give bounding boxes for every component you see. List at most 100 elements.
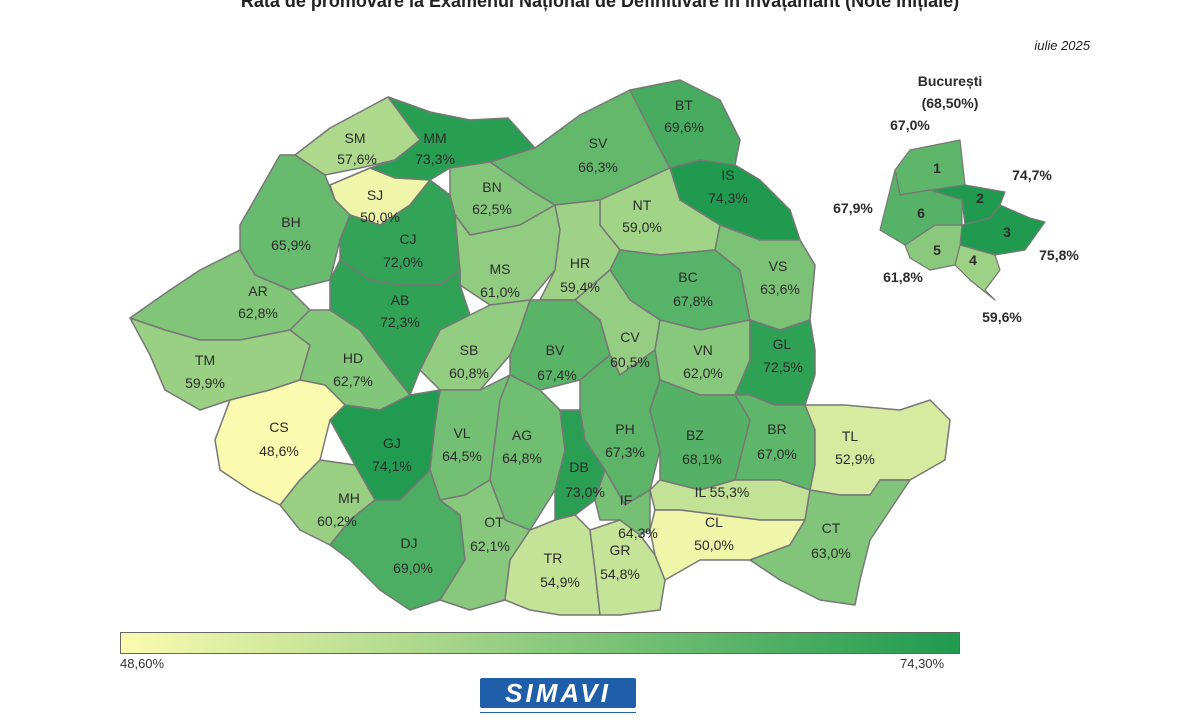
county-value-br: 67,0% <box>757 446 797 462</box>
county-code-vn: VN <box>693 342 712 358</box>
county-value-tl: 52,9% <box>835 451 875 467</box>
county-value-if: 64,3% <box>618 525 658 541</box>
county-code-ct: CT <box>822 520 841 536</box>
county-code-ph: PH <box>615 421 634 437</box>
county-code-sj: SJ <box>367 187 383 203</box>
county-value-cv: 60,5% <box>610 354 650 370</box>
county-value-vs: 63,6% <box>760 281 800 297</box>
county-code-gr: GR <box>610 542 631 558</box>
county-value-cl: 50,0% <box>694 537 734 553</box>
bucharest-title: București <box>918 73 983 89</box>
sector-number-5: 5 <box>933 242 941 258</box>
county-value-bz: 68,1% <box>682 451 722 467</box>
bucharest-sector-4 <box>954 244 1001 301</box>
simavi-logo: SIMAVI <box>480 678 636 708</box>
county-value-dj: 69,0% <box>393 560 433 576</box>
sector-value-1: 67,0% <box>890 117 930 133</box>
county-value-sm: 57,6% <box>337 151 377 167</box>
county-code-tl: TL <box>842 428 859 444</box>
county-value-sj: 50,0% <box>360 209 400 225</box>
county-code-sb: SB <box>460 342 479 358</box>
county-value-sv: 66,3% <box>578 159 618 175</box>
county-code-bt: BT <box>675 97 693 113</box>
county-value-bn: 62,5% <box>472 201 512 217</box>
county-code-bn: BN <box>482 179 501 195</box>
county-code-is: IS <box>721 167 734 183</box>
county-value-bh: 65,9% <box>271 237 311 253</box>
county-value-hd: 62,7% <box>333 373 373 389</box>
sector-number-3: 3 <box>1003 224 1011 240</box>
map-title: Rata de promovare la Examenul Național d… <box>240 0 960 11</box>
county-db <box>554 409 606 521</box>
county-value-tm: 59,9% <box>185 375 225 391</box>
county-value-gr: 54,8% <box>600 566 640 582</box>
county-code-mh: MH <box>338 490 360 506</box>
county-code-nt: NT <box>633 197 652 213</box>
county-value-hr: 59,4% <box>560 279 600 295</box>
county-tl <box>804 399 951 496</box>
sector-number-2: 2 <box>976 190 984 206</box>
county-code-vl: VL <box>453 425 470 441</box>
county-br <box>734 394 816 491</box>
county-value-ar: 62,8% <box>238 305 278 321</box>
county-value-vn: 62,0% <box>683 365 723 381</box>
county-code-bz: BZ <box>686 427 704 443</box>
legend-max-label: 74,30% <box>900 656 945 671</box>
sector-value-6: 67,9% <box>833 200 873 216</box>
county-value-mh: 60,2% <box>317 513 357 529</box>
county-code-db: DB <box>569 459 588 475</box>
sector-number-6: 6 <box>917 205 925 221</box>
logo-underline <box>480 712 636 719</box>
county-value-mm: 73,3% <box>415 151 455 167</box>
county-code-ar: AR <box>248 283 267 299</box>
bucharest-sector-6 <box>879 169 963 246</box>
county-code-dj: DJ <box>400 535 417 551</box>
county-value-ms: 61,0% <box>480 284 520 300</box>
county-code-ag: AG <box>512 427 532 443</box>
county-code-cv: CV <box>620 329 640 345</box>
county-value-bc: 67,8% <box>673 293 713 309</box>
sector-value-5: 61,8% <box>883 269 923 285</box>
county-code-if: IF <box>620 492 632 508</box>
county-code-vs: VS <box>769 258 788 274</box>
county-value-cs: 48,6% <box>259 443 299 459</box>
county-code-cj: CJ <box>399 231 416 247</box>
romania-map: SM 57,6% MM 73,3% BT 69,6% SV 66,3% SJ 50,0% BN 62,… <box>129 73 1079 616</box>
county-code-gl: GL <box>773 336 792 352</box>
county-vs <box>714 224 816 331</box>
county-value-ag: 64,8% <box>502 450 542 466</box>
county-code-bc: BC <box>678 269 697 285</box>
county-value-ct: 63,0% <box>811 545 851 561</box>
county-value-ph: 67,3% <box>605 444 645 460</box>
county-code-cs: CS <box>269 419 288 435</box>
county-code-br: BR <box>767 421 786 437</box>
county-code-gj: GJ <box>383 435 401 451</box>
counties-layer <box>129 79 951 616</box>
county-value-gl: 72,5% <box>763 359 803 375</box>
county-label-il: IL 55,3% <box>695 484 750 500</box>
county-value-is: 74,3% <box>708 190 748 206</box>
sector-value-2: 74,7% <box>1012 167 1052 183</box>
bucharest-sectors-layer <box>879 139 1046 301</box>
bucharest-total: (68,50%) <box>922 95 979 111</box>
county-value-gj: 74,1% <box>372 458 412 474</box>
county-value-nt: 59,0% <box>622 219 662 235</box>
county-code-tm: TM <box>195 352 215 368</box>
color-scale-legend <box>120 632 960 654</box>
sector-number-4: 4 <box>969 252 977 268</box>
legend-min-label: 48,60% <box>120 656 165 671</box>
county-code-ot: OT <box>484 514 504 530</box>
county-value-ot: 62,1% <box>470 538 510 554</box>
county-value-ab: 72,3% <box>380 314 420 330</box>
sector-value-3: 75,8% <box>1039 247 1079 263</box>
county-code-ab: AB <box>391 292 410 308</box>
county-ct <box>749 479 911 606</box>
county-value-vl: 64,5% <box>442 448 482 464</box>
county-code-hr: HR <box>570 255 590 271</box>
county-code-hd: HD <box>343 350 363 366</box>
labels-layer: SM 57,6% MM 73,3% BT 69,6% SV 66,3% SJ 50,0% BN 62,… <box>185 73 1079 590</box>
county-code-sm: SM <box>345 130 366 146</box>
county-value-db: 73,0% <box>565 484 605 500</box>
county-code-ms: MS <box>490 261 511 277</box>
county-code-bv: BV <box>546 342 565 358</box>
